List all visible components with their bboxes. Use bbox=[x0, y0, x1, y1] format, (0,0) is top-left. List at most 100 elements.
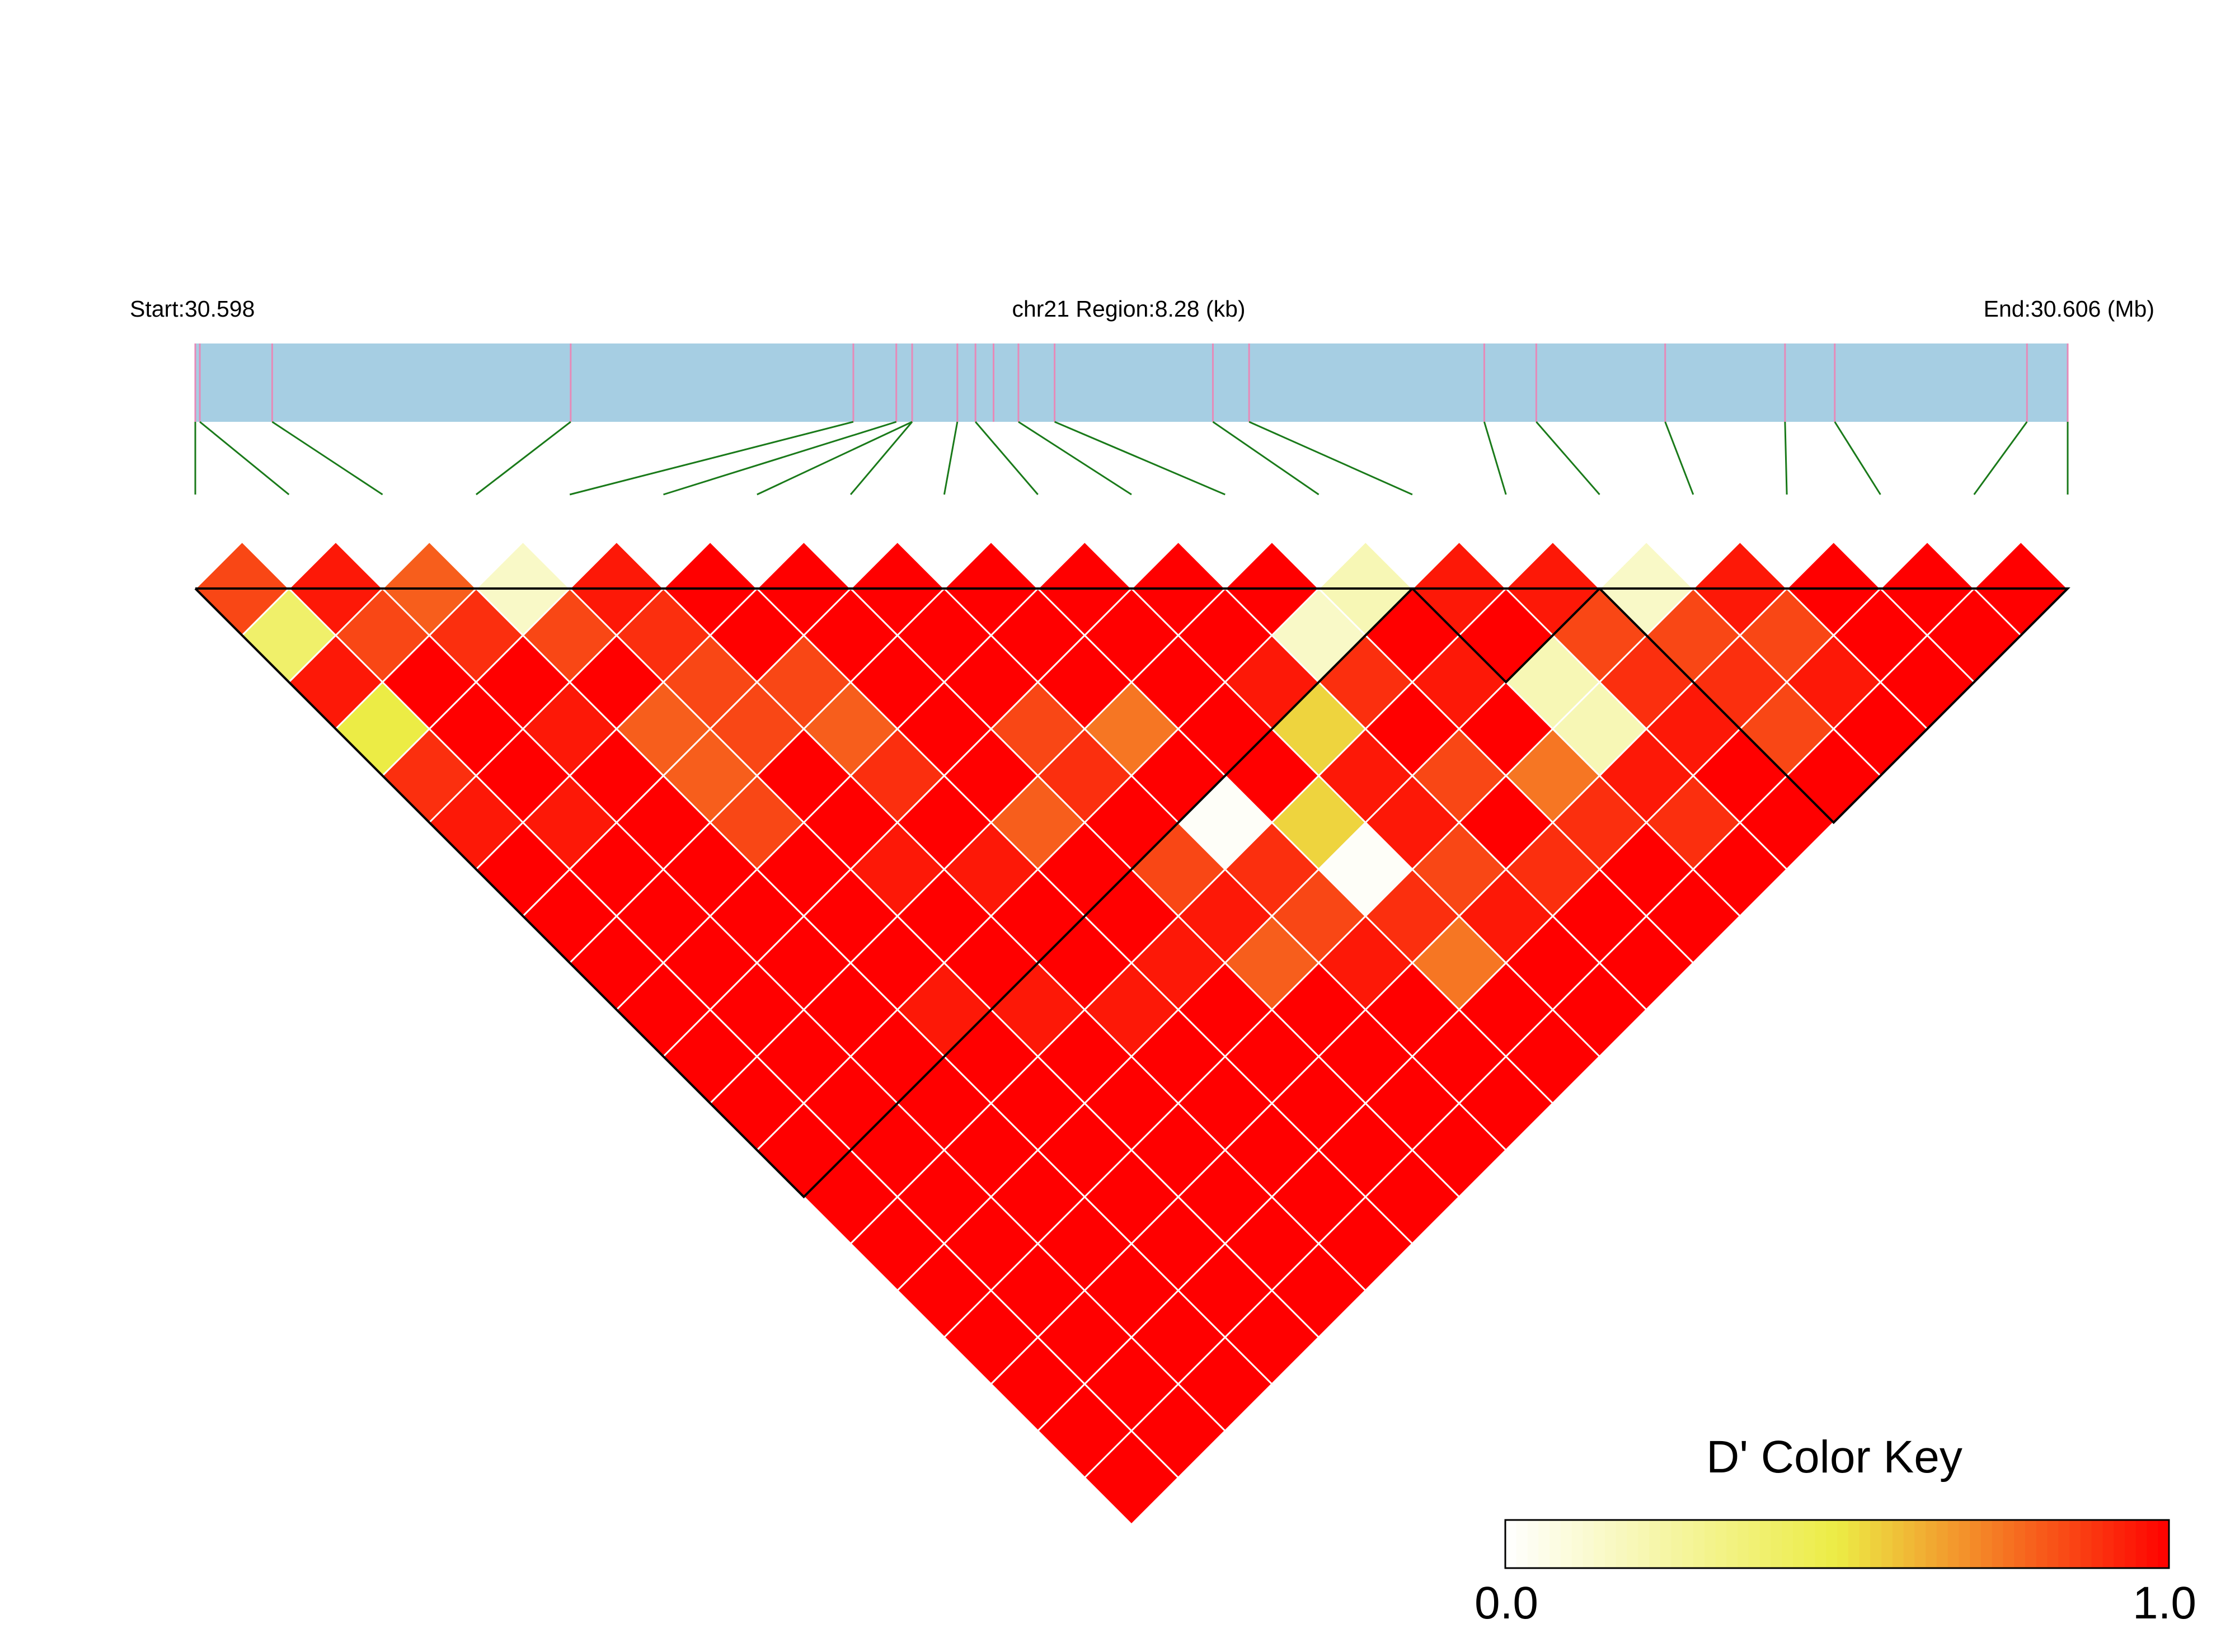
color-key-swatch bbox=[1671, 1520, 1683, 1568]
color-key-swatch bbox=[1826, 1520, 1838, 1568]
color-key-swatch bbox=[1926, 1520, 1937, 1568]
marker-diamond bbox=[1691, 540, 1789, 590]
color-key-frame bbox=[1504, 1519, 2170, 1569]
color-key-swatch bbox=[1604, 1520, 1617, 1568]
color-key-swatch bbox=[1660, 1520, 1672, 1568]
color-key-swatch bbox=[2069, 1520, 2081, 1568]
color-key-swatch bbox=[1583, 1520, 1595, 1568]
color-key-swatch bbox=[1903, 1520, 1915, 1568]
color-key-swatch bbox=[2135, 1520, 2148, 1568]
snp-connector bbox=[1834, 421, 1881, 495]
color-key-swatch bbox=[2014, 1520, 2026, 1568]
marker-diamond bbox=[1223, 540, 1321, 590]
color-key-swatch bbox=[1771, 1520, 1783, 1568]
color-key-swatch bbox=[1748, 1520, 1760, 1568]
color-key-swatch bbox=[1892, 1520, 1904, 1568]
color-key-swatch bbox=[2091, 1520, 2103, 1568]
color-key-swatch bbox=[2114, 1520, 2125, 1568]
color-key-swatch bbox=[1759, 1520, 1772, 1568]
snp-connector bbox=[1054, 421, 1226, 496]
color-key-swatch bbox=[1726, 1520, 1739, 1568]
marker-diamond bbox=[661, 540, 759, 590]
ld-cells bbox=[193, 540, 2070, 1526]
color-key-swatch bbox=[1505, 1520, 1517, 1568]
snp-connector bbox=[1664, 421, 1694, 495]
snp-connector bbox=[1973, 421, 2028, 495]
ld-block-outline bbox=[1411, 587, 1603, 684]
color-key-swatch bbox=[2102, 1520, 2115, 1568]
marker-diamond bbox=[942, 540, 1040, 590]
marker-diamond bbox=[1972, 540, 2070, 590]
color-key-swatch bbox=[2047, 1520, 2059, 1568]
color-key-swatch bbox=[1627, 1520, 1639, 1568]
snp-connector bbox=[943, 421, 959, 495]
snp-connector bbox=[569, 421, 854, 496]
color-key-swatch bbox=[1538, 1520, 1551, 1568]
color-key-swatch bbox=[1550, 1520, 1561, 1568]
color-key-swatch bbox=[1947, 1520, 1960, 1568]
snp-connector bbox=[199, 421, 290, 496]
marker-diamond bbox=[380, 540, 478, 590]
marker-diamond bbox=[848, 540, 947, 590]
color-key-swatch bbox=[2147, 1520, 2159, 1568]
color-key-swatch bbox=[1704, 1520, 1716, 1568]
marker-diamond bbox=[1785, 540, 1883, 590]
ld-block-outlines bbox=[194, 587, 2070, 1199]
marker-diamond bbox=[1316, 540, 1415, 590]
snp-connector bbox=[849, 421, 913, 495]
snp-connector bbox=[1018, 421, 1132, 496]
ld-block-outline bbox=[1599, 587, 2070, 825]
color-key-swatch bbox=[2124, 1520, 2137, 1568]
color-key-swatch bbox=[1815, 1520, 1827, 1568]
ld-block-outline bbox=[194, 587, 1415, 1199]
color-key-swatch bbox=[1738, 1520, 1749, 1568]
color-key-max-label: 1.0 bbox=[2133, 1578, 2196, 1629]
marker-diamond bbox=[755, 540, 853, 590]
marker-diamond bbox=[193, 540, 291, 590]
color-key-swatch bbox=[1560, 1520, 1572, 1568]
color-key-swatch bbox=[1959, 1520, 1971, 1568]
snp-connector bbox=[1248, 421, 1413, 496]
snp-connector bbox=[757, 421, 913, 496]
color-key-swatch bbox=[2080, 1520, 2092, 1568]
snp-connector bbox=[1483, 421, 1507, 495]
color-key-gradient bbox=[1505, 1520, 2170, 1568]
snp-connector bbox=[475, 421, 571, 496]
color-key-swatch bbox=[1837, 1520, 1849, 1568]
color-key-swatch bbox=[2025, 1520, 2037, 1568]
chromosome-region-track bbox=[195, 343, 2068, 422]
snp-connector bbox=[271, 421, 383, 496]
marker-diamond bbox=[1036, 540, 1134, 590]
color-key-swatch bbox=[2158, 1520, 2170, 1568]
marker-diamond bbox=[567, 540, 666, 590]
marker-diamond bbox=[1878, 540, 1976, 590]
color-key-swatch bbox=[1792, 1520, 1805, 1568]
marker-diamond bbox=[1597, 540, 1696, 590]
snp-connector bbox=[975, 421, 1039, 495]
color-key-swatch bbox=[1970, 1520, 1982, 1568]
snp-connector bbox=[1784, 421, 1788, 495]
marker-diamond bbox=[474, 540, 572, 590]
marker-diamond bbox=[1410, 540, 1508, 590]
color-key-swatch bbox=[1992, 1520, 2004, 1568]
color-key-swatch bbox=[1715, 1520, 1727, 1568]
color-key-swatch bbox=[1682, 1520, 1694, 1568]
snp-position-ticks bbox=[194, 343, 2069, 422]
color-key-swatch bbox=[1782, 1520, 1793, 1568]
color-key-swatch bbox=[1638, 1520, 1650, 1568]
color-key-swatch bbox=[1914, 1520, 1927, 1568]
color-key-swatch bbox=[1980, 1520, 1993, 1568]
color-key-min-label: 0.0 bbox=[1475, 1578, 1538, 1629]
color-key-swatch bbox=[1859, 1520, 1871, 1568]
region-end-label: End:30.606 (Mb) bbox=[1984, 296, 2154, 322]
snp-connector bbox=[1536, 421, 1600, 495]
color-key-swatch bbox=[1881, 1520, 1893, 1568]
snp-connector bbox=[663, 421, 897, 496]
color-key-swatch bbox=[2003, 1520, 2015, 1568]
marker-diamond bbox=[287, 540, 385, 590]
color-key-swatch bbox=[1693, 1520, 1705, 1568]
color-key-swatch bbox=[1649, 1520, 1661, 1568]
color-key-title: D' Color Key bbox=[1706, 1432, 1962, 1482]
color-key-swatch bbox=[2058, 1520, 2070, 1568]
